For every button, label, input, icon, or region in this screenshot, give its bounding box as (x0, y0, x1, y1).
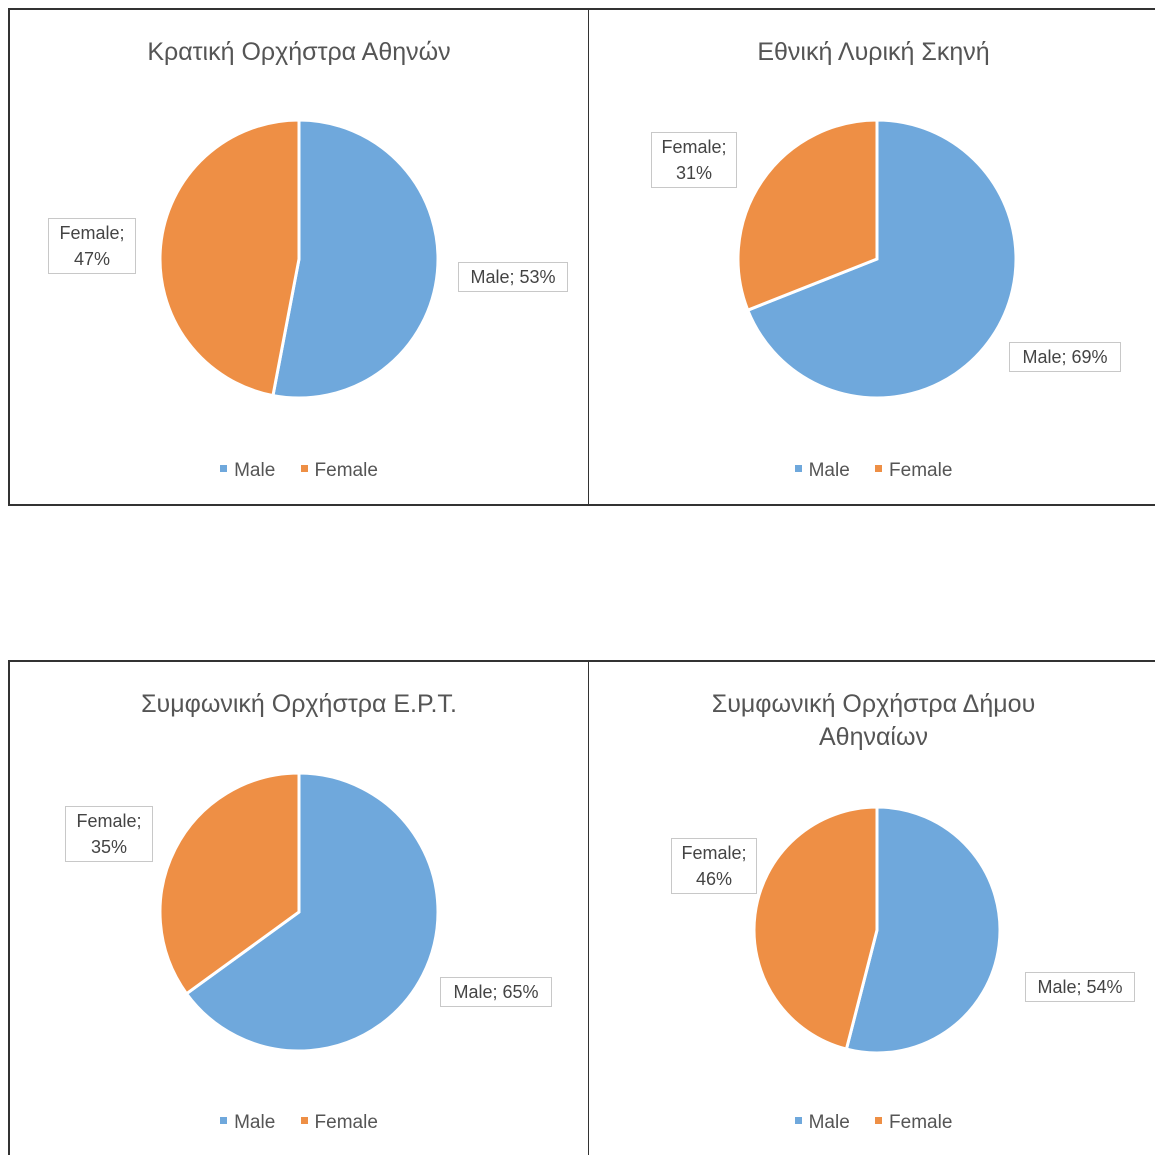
pie-chart (736, 118, 1018, 400)
chart-title: Συμφωνική Ορχήστρα Δήμου Αθηναίων (711, 690, 1036, 751)
legend-swatch-male (220, 465, 228, 473)
legend-item-female: Female (875, 460, 952, 482)
legend-swatch-female (300, 465, 308, 473)
data-label-female: Female; 46% (671, 838, 757, 894)
legend-swatch-female (300, 1117, 308, 1125)
pie-chart (752, 805, 1002, 1055)
pie-slice-male (184, 771, 440, 1053)
pie-slice-female (158, 771, 301, 996)
chart-panel-4: Συμφωνική Ορχήστρα Δήμου Αθηναίων Female… (588, 660, 1155, 1155)
chart-title: Κρατική Ορχήστρα Αθηνών (147, 38, 451, 66)
chart-title: Εθνική Λυρική Σκηνή (757, 38, 990, 66)
data-label-female: Female; 35% (65, 806, 153, 862)
legend: Male Female (10, 1112, 588, 1134)
legend: Male Female (10, 460, 588, 482)
pie-slice-male (745, 118, 1018, 400)
legend-swatch-female (875, 1117, 883, 1125)
data-label-female: Female; 31% (651, 132, 737, 188)
data-label-male: Male; 53% (458, 262, 568, 292)
pie-chart (158, 771, 440, 1053)
chart-panel-3: Συμφωνική Ορχήστρα Ε.Ρ.Τ. Female; 35% Mal… (8, 660, 589, 1155)
legend-swatch-male (794, 465, 802, 473)
pie-slice-female (752, 805, 879, 1051)
legend-item-male: Male (794, 460, 850, 482)
legend-item-male: Male (220, 1112, 275, 1134)
data-label-male: Male; 69% (1009, 342, 1121, 372)
legend-swatch-female (875, 465, 883, 473)
pie-slice-female (736, 118, 879, 313)
legend-item-male: Male (220, 460, 275, 482)
legend-swatch-male (794, 1117, 802, 1125)
legend-item-female: Female (875, 1112, 952, 1134)
pie-slice-male (844, 805, 1002, 1055)
legend: Male Female (589, 460, 1155, 482)
chart-panel-2: Εθνική Λυρική Σκηνή Female; 31% Male; 69%… (588, 8, 1155, 506)
legend-item-female: Female (300, 1112, 378, 1134)
legend-item-female: Female (300, 460, 378, 482)
data-label-male: Male; 65% (440, 977, 552, 1007)
pie-slice-male (271, 118, 440, 400)
chart-panel-1: Κρατική Ορχήστρα Αθηνών Female; 47% Male;… (8, 8, 589, 506)
legend: Male Female (589, 1112, 1155, 1134)
data-label-male: Male; 54% (1025, 972, 1135, 1002)
pie-slice-female (158, 118, 301, 398)
legend-item-male: Male (794, 1112, 850, 1134)
pie-chart (158, 118, 440, 400)
chart-title: Συμφωνική Ορχήστρα Ε.Ρ.Τ. (141, 690, 457, 718)
legend-swatch-male (220, 1117, 228, 1125)
data-label-female: Female; 47% (48, 218, 136, 274)
